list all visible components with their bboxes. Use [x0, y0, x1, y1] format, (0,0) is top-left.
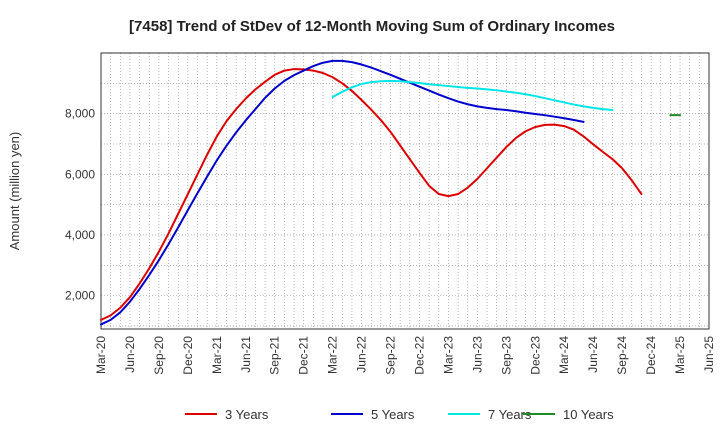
x-tick-label: Jun-24	[586, 336, 600, 373]
y-tick-label: 2,000	[65, 289, 95, 303]
x-tick-label: Jun-21	[239, 336, 253, 373]
x-tick-label: Jun-20	[123, 336, 137, 373]
x-tick-label: Sep-23	[499, 336, 513, 375]
series-layer	[100, 59, 682, 326]
x-tick-label: Mar-20	[94, 336, 108, 374]
x-tick-label: Mar-21	[210, 336, 224, 374]
y-tick-label: 4,000	[65, 228, 95, 242]
x-tick-label: Sep-24	[615, 336, 629, 375]
legend-label: 5 Years	[371, 407, 415, 422]
x-tick-label: Mar-24	[557, 336, 571, 374]
legend-label: 3 Years	[225, 407, 269, 422]
chart-title: [7458] Trend of StDev of 12-Month Moving…	[129, 18, 615, 35]
x-tick-label: Dec-23	[528, 336, 542, 375]
axis-layer: 2,000 4,000 6,000 8,000 Mar-20 Jun-20 Sep-20 De…	[65, 107, 716, 375]
x-tick-label: Jun-25	[702, 336, 716, 373]
series-line-3-years	[100, 68, 643, 321]
series-line-7-years	[331, 79, 614, 112]
legend-label: 7 Years	[488, 407, 532, 422]
x-tick-label: Dec-22	[412, 336, 426, 375]
y-tick-label: 8,000	[65, 107, 95, 121]
x-tick-label: Mar-23	[441, 336, 455, 374]
x-tick-label: Sep-20	[152, 336, 166, 375]
x-tick-label: Sep-21	[268, 336, 282, 375]
x-tick-label: Mar-22	[326, 336, 340, 374]
series-line-5-years	[100, 59, 585, 326]
x-tick-label: Sep-22	[384, 336, 398, 375]
plot-frame	[100, 52, 710, 330]
x-tick-label: Jun-22	[355, 336, 369, 373]
x-tick-label: Dec-24	[644, 336, 658, 375]
x-tick-label: Mar-25	[673, 336, 687, 374]
y-tick-label: 6,000	[65, 167, 95, 181]
x-tick-label: Dec-21	[297, 336, 311, 375]
y-axis-label: Amount (million yen)	[7, 132, 22, 251]
grid-layer	[101, 52, 709, 329]
legend: 3 Years 5 Years 7 Years 10 Years	[185, 407, 614, 422]
x-tick-label: Dec-20	[181, 336, 195, 375]
x-tick-label: Jun-23	[470, 336, 484, 373]
legend-label: 10 Years	[563, 407, 614, 422]
